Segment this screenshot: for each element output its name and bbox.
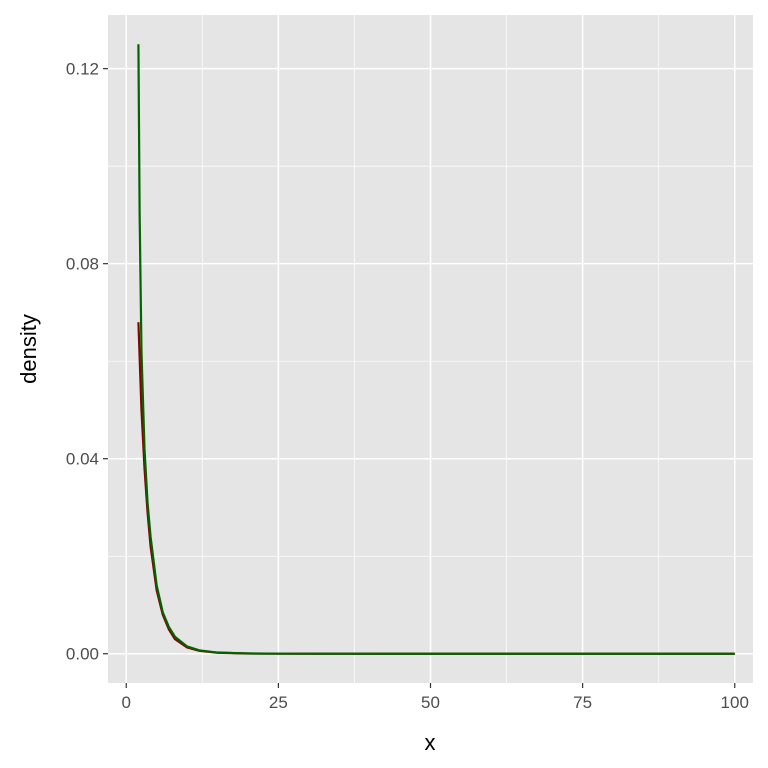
series-line-2 (137, 44, 735, 655)
series-lines (137, 44, 735, 655)
x-tick-label: 100 (721, 693, 749, 712)
gridlines (108, 15, 753, 683)
x-tick-label: 0 (122, 693, 131, 712)
x-axis-ticks: 0 25 50 75 100 (122, 683, 749, 712)
x-tick-label: 50 (421, 693, 440, 712)
y-axis-label: density (16, 314, 41, 384)
x-axis-label: x (425, 730, 436, 755)
y-axis-ticks: 0.00 0.04 0.08 0.12 (66, 60, 108, 664)
y-tick-label: 0.08 (66, 255, 99, 274)
x-tick-label: 25 (269, 693, 288, 712)
y-tick-label: 0.04 (66, 450, 99, 469)
x-tick-label: 75 (573, 693, 592, 712)
y-tick-label: 0.12 (66, 60, 99, 79)
y-tick-label: 0.00 (66, 645, 99, 664)
